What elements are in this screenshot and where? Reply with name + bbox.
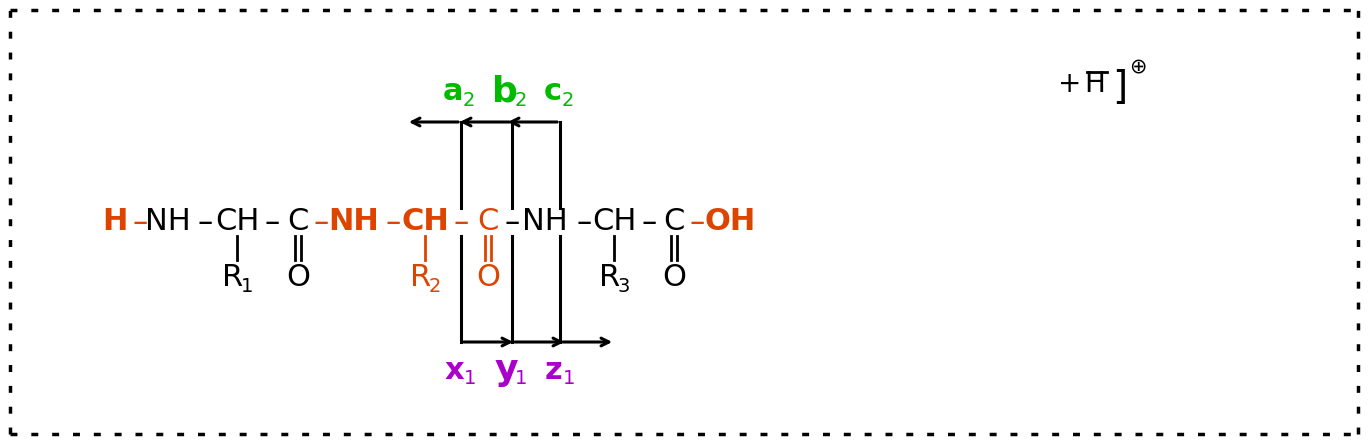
Text: –: – (453, 207, 469, 237)
Text: 3: 3 (618, 278, 631, 297)
Text: R: R (410, 262, 432, 292)
Text: R: R (223, 262, 244, 292)
Text: O: O (476, 262, 499, 292)
Text: 1: 1 (464, 369, 476, 388)
Text: O: O (662, 262, 685, 292)
Text: –: – (689, 207, 705, 237)
Text: –: – (264, 207, 279, 237)
Text: 2: 2 (428, 278, 442, 297)
Text: 1: 1 (241, 278, 253, 297)
Text: CH: CH (401, 207, 449, 237)
Text: NH: NH (523, 207, 568, 237)
Text: CH: CH (592, 207, 636, 237)
Text: R: R (599, 262, 621, 292)
Text: C: C (477, 207, 499, 237)
Text: +: + (1059, 70, 1082, 98)
Text: –: – (576, 207, 591, 237)
Text: ⊕: ⊕ (1129, 56, 1146, 76)
Text: –: – (386, 207, 401, 237)
Text: –: – (313, 207, 328, 237)
Text: 2: 2 (562, 91, 575, 110)
Text: C: C (287, 207, 309, 237)
Text: z: z (544, 356, 562, 385)
Text: H: H (1085, 70, 1105, 98)
Text: x: x (445, 356, 464, 385)
Text: O: O (286, 262, 311, 292)
Text: 2: 2 (514, 91, 527, 110)
Text: 2: 2 (462, 91, 475, 110)
Text: –: – (642, 207, 657, 237)
Text: H: H (103, 207, 127, 237)
Text: ]: ] (1112, 69, 1127, 107)
Text: 1: 1 (562, 369, 575, 388)
Text: C: C (663, 207, 685, 237)
Text: –: – (133, 207, 148, 237)
Text: –: – (197, 207, 212, 237)
Text: a: a (443, 78, 464, 107)
Text: NH: NH (328, 207, 379, 237)
Text: b: b (492, 75, 518, 109)
Text: CH: CH (215, 207, 259, 237)
Text: NH: NH (145, 207, 192, 237)
Text: c: c (544, 78, 562, 107)
Text: OH: OH (705, 207, 755, 237)
Text: y: y (494, 353, 517, 387)
Text: 1: 1 (514, 369, 527, 388)
Text: –: – (505, 207, 520, 237)
